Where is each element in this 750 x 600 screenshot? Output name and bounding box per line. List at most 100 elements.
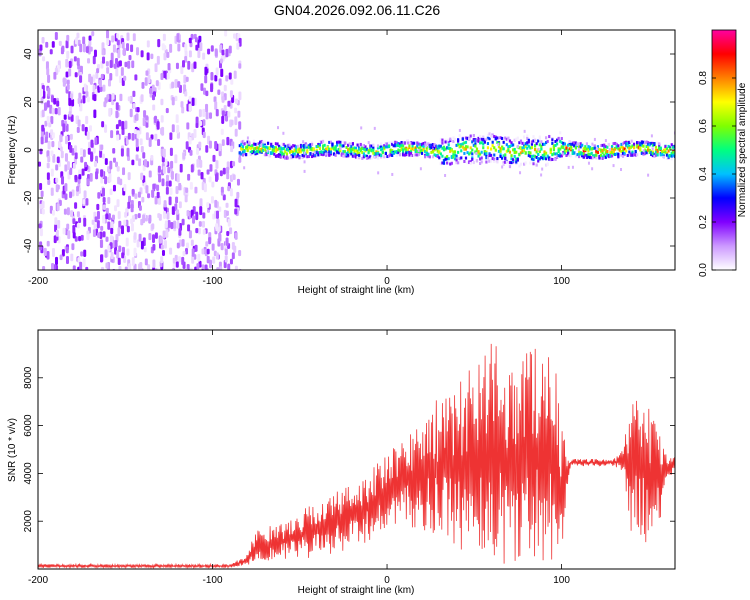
spectrogram-cell — [39, 148, 43, 155]
spectrogram-cell — [582, 152, 585, 156]
spectrogram-cell — [397, 151, 400, 155]
spectrogram-cell — [204, 75, 208, 84]
spectrogram-cell — [588, 152, 592, 156]
spectrogram-cell — [304, 152, 307, 156]
spectrogram-cell — [314, 152, 317, 156]
spectrogram-cell — [370, 144, 373, 148]
spectrogram-cell — [46, 251, 50, 260]
spectrogram-cell — [625, 142, 628, 146]
spectrogram-cell — [631, 151, 634, 155]
spectrogram-cell — [661, 152, 664, 156]
spectrogram-cell — [329, 149, 332, 153]
spectrogram-cell — [150, 134, 154, 140]
spectrogram-cell — [350, 149, 353, 153]
spectrogram-cell — [444, 140, 447, 144]
spectrogram-cell — [110, 52, 114, 61]
spectrogram-cell — [516, 136, 519, 140]
spectrogram-cell — [263, 140, 267, 144]
spectrogram-cell — [170, 221, 174, 230]
spectrogram-cell — [148, 214, 152, 223]
spectrogram-cell — [54, 217, 58, 225]
spectrogram-cell — [411, 147, 414, 151]
spectrogram-cell — [573, 141, 576, 145]
spectrogram-cell — [165, 107, 169, 114]
spectrogram-cell — [664, 147, 667, 151]
spectrogram-cell — [588, 155, 592, 159]
spectrogram-cell — [306, 150, 309, 154]
spectrogram-cell — [636, 143, 639, 147]
spectrogram-cell — [284, 156, 287, 160]
spectrogram-cell — [645, 149, 648, 153]
spectrogram-cell — [184, 50, 188, 58]
spectrogram-cell — [244, 146, 248, 150]
spectrogram-cell — [632, 153, 636, 157]
spectrogram-y-tick-label: 0 — [23, 147, 34, 153]
spectrogram-cell — [117, 211, 121, 220]
spectrogram-cell — [568, 143, 571, 147]
spectrogram-cell — [427, 154, 430, 158]
spectrogram-cell — [165, 229, 169, 238]
spectrogram-cell — [180, 101, 184, 108]
spectrogram-cell — [274, 148, 278, 152]
spectrogram-cell — [416, 149, 419, 153]
spectrogram-cell — [63, 208, 67, 215]
spectrogram-cell — [121, 252, 125, 259]
spectrogram-cell — [210, 196, 214, 204]
spectrogram-cell — [342, 154, 345, 158]
spectrogram-cell — [532, 162, 535, 166]
spectrogram-cell — [642, 140, 645, 144]
spectrogram-cell — [268, 146, 271, 150]
spectrogram-cell — [551, 138, 554, 142]
spectrogram-cell — [76, 223, 80, 229]
spectrogram-cell — [221, 49, 225, 56]
spectrogram-cell — [526, 141, 529, 145]
spectrogram-cell — [464, 136, 468, 140]
spectrogram-cell — [131, 188, 135, 195]
spectrogram-cell — [359, 149, 362, 153]
spectrogram-cell — [402, 148, 405, 152]
spectrogram-cell — [73, 56, 77, 62]
spectrogram-cell — [661, 150, 664, 154]
spectrogram-cell — [475, 151, 478, 155]
spectrogram-cell — [292, 150, 295, 154]
spectrogram-cell — [50, 168, 54, 177]
spectrogram-cell — [238, 156, 242, 163]
spectrogram-cell — [176, 242, 180, 249]
spectrogram-cell — [502, 154, 505, 158]
spectrogram-cell — [38, 161, 42, 167]
spectrogram-cell — [428, 155, 431, 159]
spectrogram-cell — [87, 147, 91, 155]
spectrogram-cell — [182, 60, 186, 68]
spectrogram-cell — [530, 157, 534, 161]
spectrogram-cell — [162, 148, 166, 158]
spectrogram-cell — [673, 144, 675, 148]
spectrogram-cell — [672, 145, 675, 149]
spectrogram-cell — [570, 154, 573, 158]
spectrogram-cell — [488, 154, 491, 158]
spectrogram-cell — [255, 146, 259, 150]
spectrogram-cell — [171, 81, 175, 89]
spectrogram-cell — [186, 209, 190, 217]
spectrogram-cell — [288, 143, 291, 147]
spectrogram-cell — [380, 144, 383, 148]
spectrogram-cell — [563, 142, 567, 146]
spectrogram-cell — [100, 254, 104, 263]
spectrogram-cell — [587, 152, 590, 156]
spectrogram-cell — [146, 40, 150, 48]
spectrogram-cell — [39, 183, 43, 191]
spectrogram-y-tick-label: -40 — [23, 238, 34, 253]
spectrogram-cell — [293, 144, 296, 148]
spectrogram-cell — [615, 144, 618, 148]
spectrogram-cell — [206, 248, 210, 255]
spectrogram-cell — [353, 154, 356, 158]
spectrogram-cell — [227, 263, 231, 270]
spectrogram-cell — [263, 148, 267, 152]
spectrogram-cell — [334, 148, 337, 152]
spectrogram-cell — [112, 147, 116, 154]
spectrogram-cell — [479, 152, 482, 156]
spectrogram-cell — [427, 152, 430, 156]
spectrogram-cell — [351, 154, 354, 158]
spectrogram-cell — [126, 32, 130, 41]
spectrogram-cell — [350, 145, 353, 149]
spectrogram-cell — [376, 146, 380, 150]
